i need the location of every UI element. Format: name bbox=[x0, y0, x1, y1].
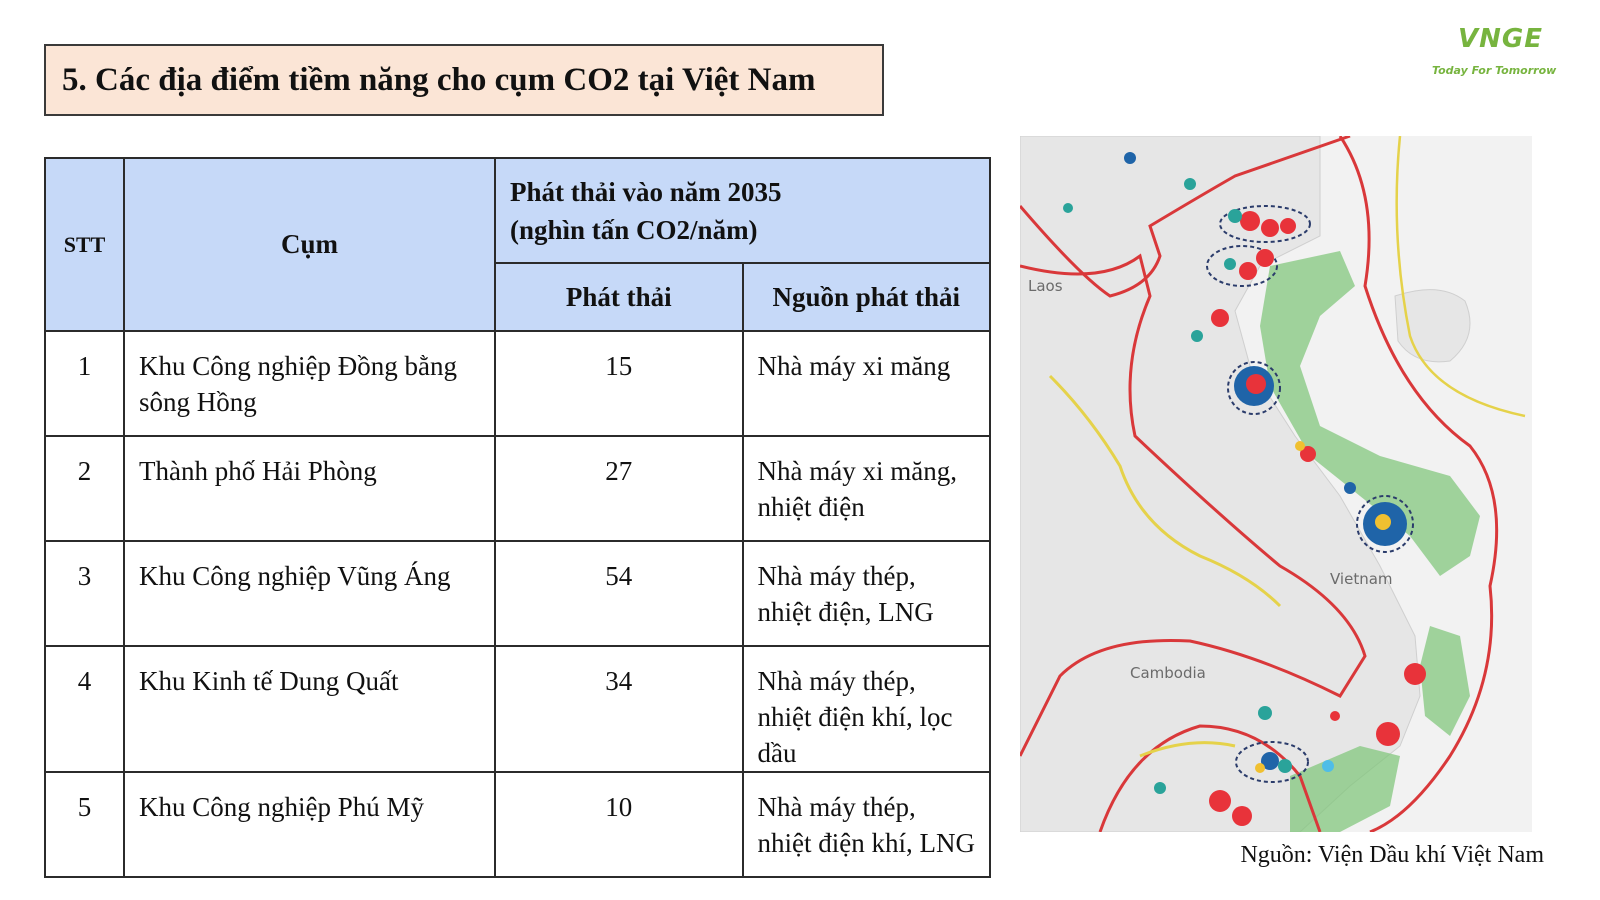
header-emission-group: Phát thải vào năm 2035 (nghìn tấn CO2/nă… bbox=[494, 157, 991, 264]
title-box: 5. Các địa điểm tiềm năng cho cụm CO2 tạ… bbox=[44, 44, 884, 116]
emission-point-cyan bbox=[1322, 760, 1334, 772]
logo-tagline: Today For Tomorrow bbox=[1432, 64, 1557, 77]
emission-point-blue bbox=[1261, 752, 1279, 770]
border-line-laos bbox=[1048, 374, 1282, 608]
emission-point-teal bbox=[1258, 706, 1272, 720]
header-phat-thai: Phát thải bbox=[494, 262, 744, 332]
map-label-laos: Laos bbox=[1028, 277, 1063, 295]
emission-point-red bbox=[1246, 374, 1266, 394]
boundary-line-north bbox=[1020, 136, 1351, 298]
emission-point-red bbox=[1404, 663, 1426, 685]
cell-cum: Khu Công nghiệp Vũng Áng bbox=[123, 540, 496, 647]
hainan-island bbox=[1394, 289, 1471, 363]
cell-cum: Khu Công nghiệp Đồng bằng sông Hồng bbox=[123, 330, 496, 437]
cell-cum: Khu Kinh tế Dung Quất bbox=[123, 645, 496, 773]
map-label-vietnam: Vietnam bbox=[1330, 570, 1393, 588]
table-row: 3 Khu Công nghiệp Vũng Áng 54 Nhà máy th… bbox=[44, 540, 991, 647]
cell-nguon: Nhà máy xi măng, nhiệt điện bbox=[741, 435, 991, 542]
cell-nguon: Nhà máy xi măng bbox=[741, 330, 991, 437]
emission-point-red bbox=[1376, 722, 1400, 746]
cell-phat-thai: 54 bbox=[494, 540, 744, 647]
emission-point-teal bbox=[1063, 203, 1073, 213]
cluster-ring-3 bbox=[1227, 361, 1281, 415]
emission-point-teal bbox=[1184, 178, 1196, 190]
emission-point-red bbox=[1256, 249, 1274, 267]
cell-stt: 3 bbox=[44, 540, 125, 647]
emission-point-yellow bbox=[1375, 514, 1391, 530]
emission-point-red bbox=[1261, 219, 1279, 237]
header-cum: Cụm bbox=[123, 157, 496, 332]
border-line-sea bbox=[1395, 136, 1526, 418]
cell-cum: Thành phố Hải Phòng bbox=[123, 435, 496, 542]
cell-stt: 2 bbox=[44, 435, 125, 542]
header-stt: STT bbox=[44, 157, 125, 332]
emission-point-red bbox=[1239, 262, 1257, 280]
emission-point-red bbox=[1232, 806, 1252, 826]
logo: VNGE Today For Tomorrow bbox=[1430, 18, 1560, 88]
table-row: 4 Khu Kinh tế Dung Quất 34 Nhà máy thép,… bbox=[44, 645, 991, 773]
emission-point-teal bbox=[1224, 258, 1236, 270]
table-row: 5 Khu Công nghiệp Phú Mỹ 10 Nhà máy thép… bbox=[44, 771, 991, 878]
cell-nguon: Nhà máy thép, nhiệt điện khí, LNG bbox=[741, 771, 991, 878]
emission-point-blue bbox=[1344, 482, 1356, 494]
cell-stt: 4 bbox=[44, 645, 125, 773]
header-group-line1: Phát thải vào năm 2035 bbox=[510, 176, 782, 207]
cell-stt: 1 bbox=[44, 330, 125, 437]
emission-point-red bbox=[1300, 446, 1316, 462]
emission-point-teal bbox=[1278, 759, 1292, 773]
logo-mark: VNGE bbox=[1458, 24, 1543, 54]
table-row: 1 Khu Công nghiệp Đồng bằng sông Hồng 15… bbox=[44, 330, 991, 437]
cell-cum: Khu Công nghiệp Phú Mỹ bbox=[123, 771, 496, 878]
emission-point-red bbox=[1211, 309, 1229, 327]
source-citation: Nguồn: Viện Dầu khí Việt Nam bbox=[1240, 842, 1544, 868]
boundary-line-west bbox=[1020, 253, 1367, 757]
border-line-cambodia bbox=[1139, 741, 1236, 758]
header-group-line2: (nghìn tấn CO2/năm) bbox=[510, 214, 758, 245]
emission-point-red bbox=[1240, 211, 1260, 231]
map-image: Laos Vietnam Cambodia bbox=[1020, 136, 1532, 832]
cluster-table: STT Cụm Phát thải vào năm 2035 (nghìn tấ… bbox=[44, 157, 991, 878]
cell-phat-thai: 15 bbox=[494, 330, 744, 437]
emission-point-blue bbox=[1124, 152, 1136, 164]
map-label-cambodia: Cambodia bbox=[1130, 664, 1206, 682]
emission-point-yellow bbox=[1295, 441, 1305, 451]
emission-point-teal bbox=[1228, 209, 1242, 223]
emission-point-teal bbox=[1154, 782, 1166, 794]
emission-point-teal bbox=[1191, 330, 1203, 342]
offshore-zone-south-central bbox=[1420, 626, 1470, 736]
cluster-ring-2 bbox=[1206, 245, 1278, 287]
cell-phat-thai: 34 bbox=[494, 645, 744, 773]
cell-phat-thai: 10 bbox=[494, 771, 744, 878]
emission-point-yellow bbox=[1255, 763, 1265, 773]
boundary-line-east bbox=[1338, 136, 1499, 832]
cluster-ring-5 bbox=[1235, 741, 1309, 783]
header-nguon: Nguồn phát thải bbox=[741, 262, 991, 332]
boundary-line-south bbox=[1098, 724, 1322, 832]
cell-stt: 5 bbox=[44, 771, 125, 878]
emission-point-red bbox=[1209, 790, 1231, 812]
cluster-ring-4 bbox=[1356, 495, 1414, 553]
cell-nguon: Nhà máy thép, nhiệt điện khí, lọc dầu bbox=[741, 645, 991, 773]
cluster-ring-1 bbox=[1219, 205, 1311, 243]
table-row: 2 Thành phố Hải Phòng 27 Nhà máy xi măng… bbox=[44, 435, 991, 542]
offshore-zone-south bbox=[1290, 746, 1400, 832]
offshore-zone-north bbox=[1260, 251, 1480, 576]
cell-phat-thai: 27 bbox=[494, 435, 744, 542]
emission-point-red bbox=[1330, 711, 1340, 721]
cell-nguon: Nhà máy thép, nhiệt điện, LNG bbox=[741, 540, 991, 647]
emission-point-red bbox=[1280, 218, 1296, 234]
page-title: 5. Các địa điểm tiềm năng cho cụm CO2 tạ… bbox=[62, 61, 816, 98]
co2-cluster-map: Laos Vietnam Cambodia bbox=[1020, 136, 1532, 832]
